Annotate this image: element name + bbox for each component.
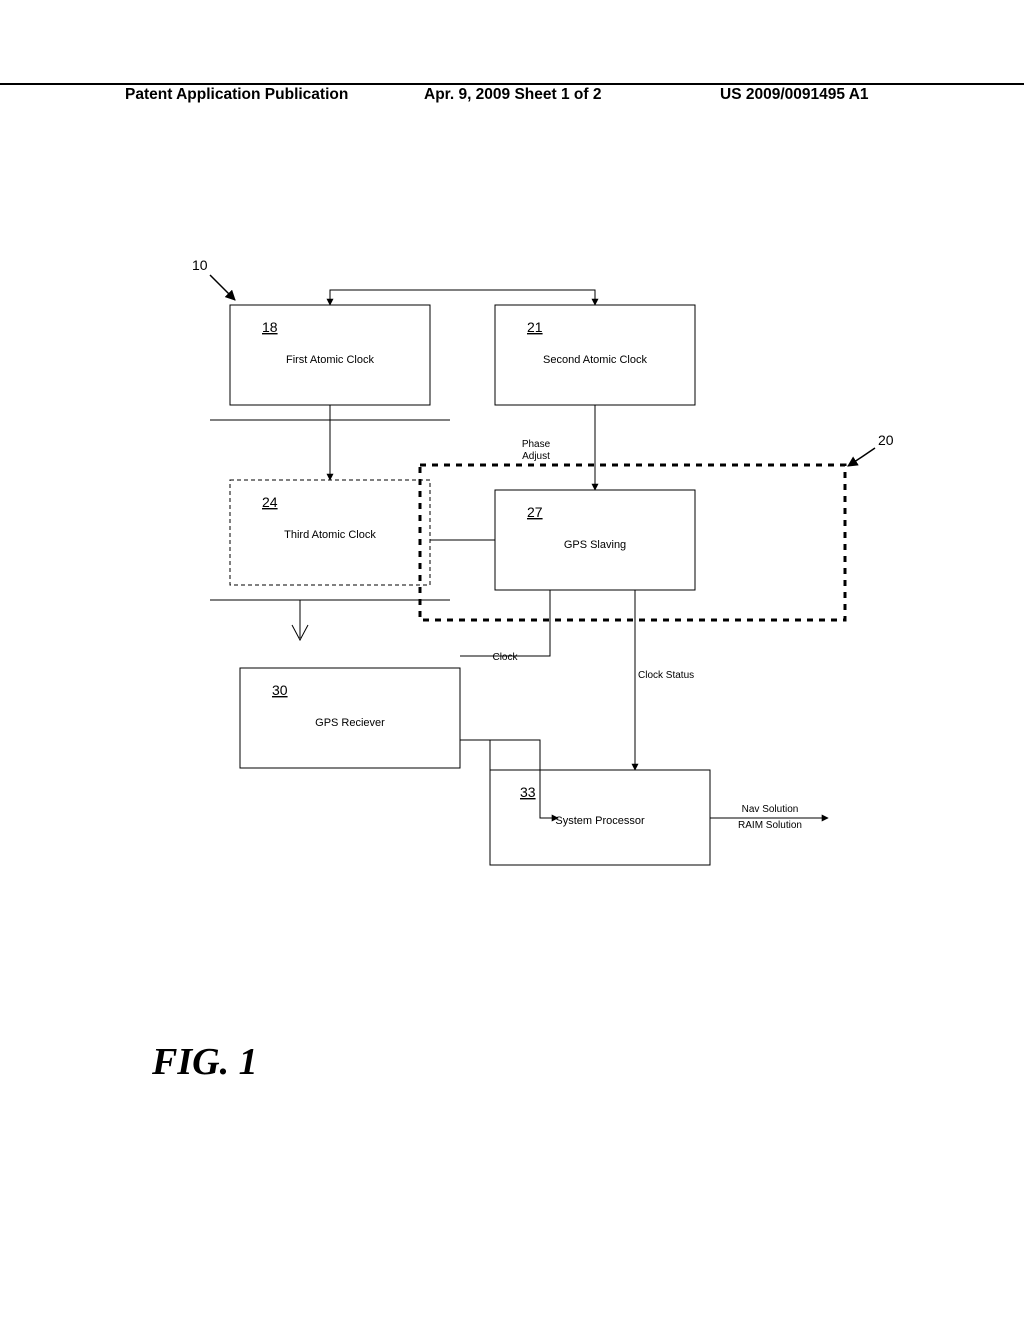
overlay-connectors: Nav Solution RAIM Solution [0,0,1024,1320]
figure-label: FIG. 1 [152,1040,258,1084]
raim-solution-label: RAIM Solution [738,820,802,831]
nav-solution-label: Nav Solution [742,804,799,815]
page: Patent Application Publication Apr. 9, 2… [0,0,1024,1320]
conn-30-33-clean [460,740,558,818]
